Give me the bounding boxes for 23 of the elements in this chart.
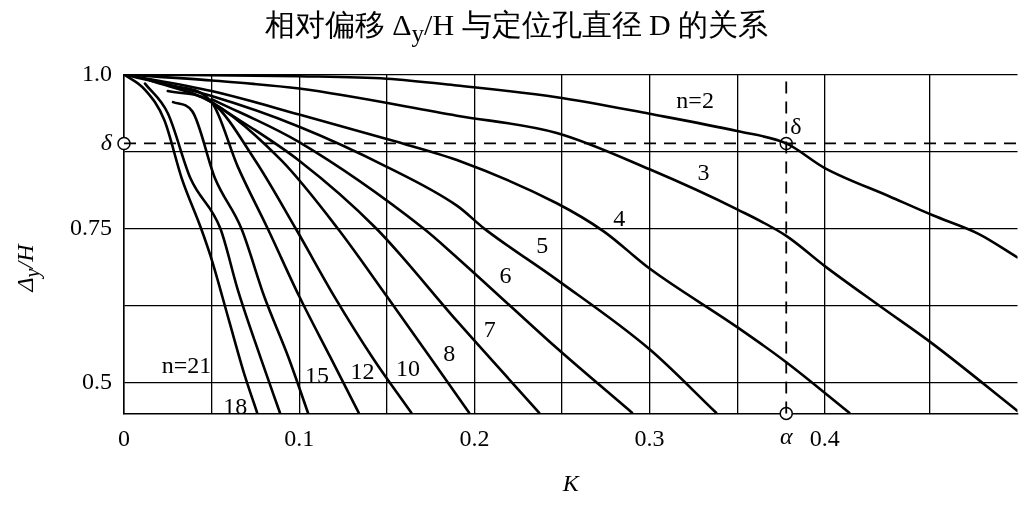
ref-line-label: α [779,422,793,449]
annotation: 5 [536,231,549,258]
x-tick-label: 0 [118,425,130,452]
annotation: 10 [396,354,421,381]
ref-line-label: δ [100,128,113,155]
annotation: n=21 [161,351,212,378]
annotation: 12 [350,358,375,385]
annotation: 3 [697,158,710,185]
x-axis-title: K [561,469,581,496]
annotation: 4 [613,205,626,232]
y-tick-label: 1.0 [82,59,112,86]
x-tick-label: 0.1 [284,425,315,452]
x-tick-label: 0.2 [459,425,490,452]
annotation: δ [790,112,802,139]
x-tick-label: 0.3 [634,425,665,452]
annotation: 6 [499,261,512,288]
x-tick-label: 0.4 [809,425,840,452]
chart-title: 相对偏移 Δ$_{y}$/H 与定位孔直径 D 的关系 [263,8,770,48]
y-tick-label: 0.75 [70,213,112,240]
annotation: n=2 [676,87,714,114]
annotation: 8 [443,339,456,366]
annotation: 7 [483,315,496,342]
y-tick-label: 0.5 [82,367,112,394]
